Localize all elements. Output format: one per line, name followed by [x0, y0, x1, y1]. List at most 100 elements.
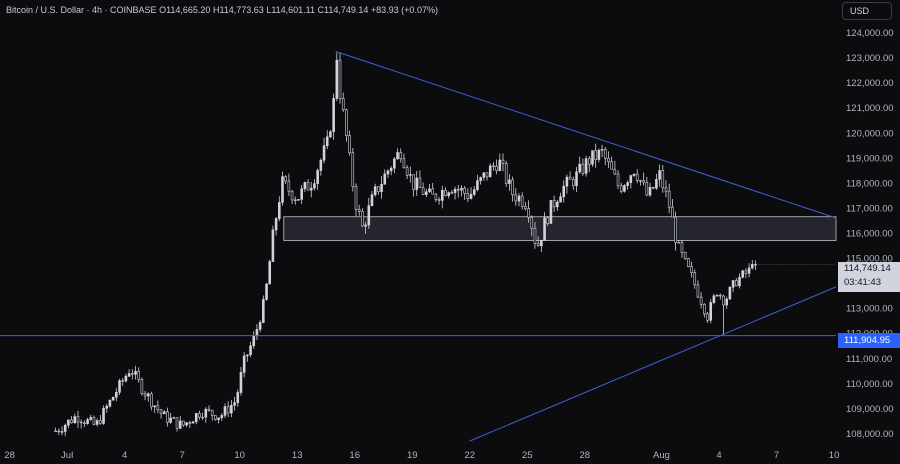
candle-body: [83, 422, 86, 424]
candle-body: [329, 131, 332, 138]
candle: [258, 320, 262, 333]
candle-body: [108, 399, 112, 407]
candle-body: [207, 408, 211, 411]
candle: [134, 365, 137, 380]
candle-body: [712, 295, 716, 303]
x-tick-label: 25: [522, 450, 533, 461]
candle: [54, 427, 57, 433]
candle-body: [60, 431, 64, 433]
candle-body: [437, 199, 441, 201]
candle: [603, 146, 607, 166]
x-tick-label: Aug: [653, 450, 670, 461]
candle: [453, 186, 457, 200]
candle: [265, 283, 268, 301]
candle: [348, 130, 351, 156]
y-tick-label: 119,000.00: [846, 153, 893, 164]
candle: [456, 184, 460, 198]
candle: [747, 263, 751, 278]
candle-body: [546, 217, 550, 224]
candle: [73, 413, 77, 424]
candle: [450, 189, 454, 194]
candle-body: [517, 195, 521, 202]
candle: [632, 173, 636, 177]
candle-body: [728, 286, 732, 300]
candle-body: [664, 187, 668, 192]
candle-body: [223, 406, 227, 416]
candle: [153, 405, 156, 413]
candle-body: [715, 294, 719, 297]
candle: [651, 186, 655, 190]
resistance-zone-layer: [283, 216, 837, 241]
candle-body: [735, 280, 738, 287]
candle: [287, 173, 291, 196]
candle: [479, 176, 482, 185]
candle-body: [514, 194, 518, 202]
y-tick-label: 121,000.00: [846, 103, 894, 114]
candle-body: [504, 163, 508, 184]
candle: [517, 193, 521, 207]
candle-body: [412, 174, 415, 190]
candle-body: [281, 176, 284, 203]
candle: [409, 166, 412, 183]
candle: [750, 259, 754, 270]
candle-body: [623, 185, 626, 192]
candle: [524, 202, 527, 211]
candle-body: [466, 193, 470, 199]
candle: [581, 158, 585, 176]
candle: [725, 296, 728, 309]
candle: [754, 260, 757, 271]
candle: [431, 182, 434, 195]
candle-body: [450, 192, 454, 194]
candle-body: [511, 179, 514, 196]
support-level-tag: 111,904.95: [838, 333, 900, 348]
candle-body: [575, 171, 578, 186]
candle: [246, 354, 249, 362]
x-tick-label: Jul: [61, 450, 73, 461]
candle: [719, 293, 722, 300]
y-tick-label: 110,000.00: [846, 379, 893, 390]
candle-body: [345, 109, 348, 137]
candle: [338, 52, 342, 104]
candle: [111, 396, 115, 401]
candle: [597, 148, 601, 163]
y-tick-label: 116,000.00: [846, 229, 893, 240]
candle: [568, 171, 572, 180]
candle: [281, 171, 284, 206]
candle: [57, 428, 61, 435]
candle: [99, 414, 102, 425]
y-tick-label: 117,000.00: [846, 203, 893, 214]
candle: [380, 176, 383, 199]
candle: [67, 419, 70, 429]
candle-body: [591, 150, 594, 165]
candle-body: [258, 322, 262, 330]
x-tick-label: 7: [774, 450, 779, 461]
candle-body: [725, 298, 728, 306]
candle-body: [479, 177, 482, 181]
candle: [610, 156, 613, 170]
candle-body: [409, 174, 412, 176]
candle-body: [562, 185, 566, 198]
candle-body: [306, 182, 310, 191]
candle-body: [383, 173, 387, 185]
candle-body: [204, 408, 208, 418]
candle: [667, 183, 671, 214]
y-tick-label: 120,000.00: [846, 128, 894, 139]
candle-body: [115, 392, 118, 398]
candle: [309, 182, 313, 198]
candle: [463, 186, 466, 200]
candle-body: [447, 192, 450, 196]
candle-body: [556, 201, 559, 208]
candle-body: [233, 402, 236, 406]
candle: [63, 423, 67, 437]
candle-body: [309, 187, 313, 191]
candle-body: [172, 417, 176, 419]
candle-body: [677, 242, 681, 244]
candle: [83, 420, 86, 427]
candle-body: [194, 413, 198, 423]
candle-body: [527, 208, 530, 218]
candle-body: [456, 188, 460, 191]
currency-button[interactable]: USD: [842, 2, 892, 20]
candle-body: [159, 409, 163, 415]
candle: [437, 197, 441, 205]
